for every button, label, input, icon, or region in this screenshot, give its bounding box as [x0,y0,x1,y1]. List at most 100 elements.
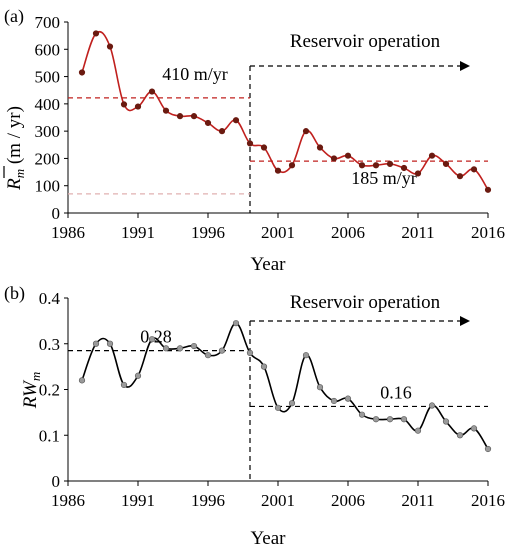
data-point [358,162,366,169]
data-point [260,144,268,151]
data-point [344,395,352,402]
data-point [134,372,142,379]
svg-text:Rm (m / yr): Rm (m / yr) [4,106,27,191]
data-point [484,186,492,193]
data-point [260,363,268,370]
y-tick-label: 0.1 [39,426,60,445]
data-point [274,167,282,174]
data-point [470,166,478,173]
data-point [232,320,240,327]
data-point [288,400,296,407]
x-tick-label: 1986 [51,223,85,242]
panel-a-ylabel-main: R [4,178,25,191]
mean-label: 0.28 [140,327,172,347]
data-point [176,345,184,352]
data-point [372,162,380,169]
y-tick-label: 200 [35,149,61,168]
y-tick-label: 0 [52,204,61,223]
data-point [316,144,324,151]
data-point [456,173,464,180]
data-point [204,119,212,127]
data-point [456,432,464,439]
data-point [470,425,478,432]
data-point [92,30,100,37]
data-point [120,101,128,108]
panel-a-y-axis-label: Rm (m / yr) [4,106,27,191]
data-point [218,347,226,354]
data-point [120,381,128,389]
data-point [176,113,184,120]
data-point [358,411,366,418]
data-point [386,416,394,423]
y-tick-label: 100 [35,177,61,196]
data-point [162,345,170,352]
x-tick-label: 1986 [51,491,85,510]
x-tick-label: 2016 [471,491,505,510]
data-point [442,418,450,425]
panel-a-x-axis-label: Year [250,254,286,275]
data-point [330,397,338,405]
svg-text:RWm: RWm [20,372,43,409]
panel-b-y-axis-label: RWm [20,372,43,409]
data-point [106,43,114,50]
data-point [400,164,408,172]
data-point [372,416,380,423]
x-tick-label: 1996 [191,491,225,510]
y-tick-label: 0.3 [39,335,60,354]
series-line [81,30,489,191]
reservoir-arrow-head [460,61,470,71]
data-point [344,152,352,159]
data-point [274,404,282,411]
y-tick-label: 0 [52,472,61,491]
data-point [484,445,492,453]
y-tick-label: 0.4 [39,289,61,308]
data-point [148,336,156,343]
data-point [414,427,422,434]
data-point [92,340,100,347]
y-tick-label: 400 [35,95,61,114]
data-point [400,416,408,423]
data-point [302,128,310,135]
reservoir-annotation: Reservoir operation [290,31,441,52]
mean-label: 185 m/yr [351,168,417,188]
data-point [414,170,422,177]
panel-a: (a) Rm (m / yr) Year 0 100 200 300 400 500 600… [3,6,505,275]
reservoir-annotation: Reservoir operation [290,292,441,313]
panel-b-label: (b) [4,283,25,304]
data-point [386,160,394,167]
data-point [218,128,226,135]
mean-label: 410 m/yr [162,64,228,84]
data-point [288,162,296,169]
y-tick-label: 700 [35,13,61,32]
data-point [106,340,114,347]
data-point [428,402,436,409]
x-tick-label: 1991 [121,491,155,510]
data-point [442,160,450,167]
y-tick-label: 300 [35,122,61,141]
data-point [134,103,142,110]
panel-a-ylabel-sub: m [12,169,27,178]
x-tick-label: 2001 [261,491,295,510]
data-point [246,349,254,357]
y-tick-label: 500 [35,68,61,87]
x-tick-label: 2001 [261,223,295,242]
panel-b-ylabel-sub: m [28,372,43,381]
x-tick-label: 2006 [331,491,365,510]
panel-a-label: (a) [4,6,24,27]
data-point [204,352,212,359]
x-tick-label: 2016 [471,223,505,242]
reservoir-arrow-head [460,316,470,326]
data-point [78,69,86,76]
x-tick-label: 1996 [191,223,225,242]
panel-b: (b) RWm Year 0 0.1 0.2 0.3 0.4 1986 1991 1996 20… [4,283,505,549]
x-tick-label: 1991 [121,223,155,242]
data-point [148,88,156,95]
x-tick-label: 2011 [401,491,434,510]
y-tick-label: 600 [35,40,61,59]
data-point [162,107,170,114]
y-tick-label: 0.2 [39,381,60,400]
x-tick-label: 2006 [331,223,365,242]
data-point [190,113,198,120]
data-point [316,384,324,391]
